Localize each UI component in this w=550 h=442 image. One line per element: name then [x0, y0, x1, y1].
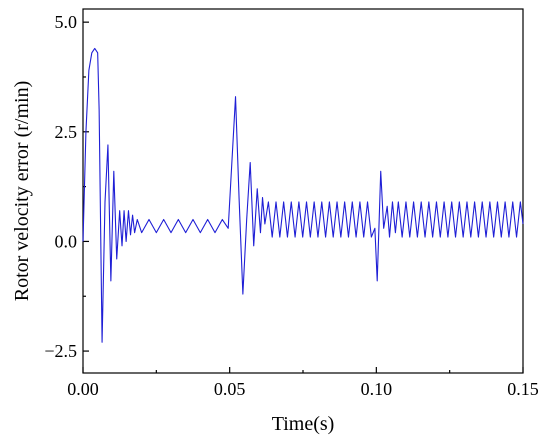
y-tick-label: −2.5: [44, 341, 77, 361]
tick-labels: 0.00 0.05 0.10 0.15 −2.5 0.0 2.5 5.0: [44, 12, 538, 399]
y-tick-label: 0.0: [55, 231, 78, 251]
tick-marks: [82, 21, 524, 373]
x-tick-label: 0.05: [214, 379, 246, 399]
y-axis-title: Rotor velocity error (r/min): [11, 81, 33, 302]
x-tick-label: 0.10: [361, 379, 393, 399]
series-line: [82, 47, 524, 343]
x-axis-title: Time(s): [272, 413, 335, 435]
y-tick-label: 5.0: [55, 12, 78, 32]
x-tick-label: 0.15: [507, 379, 539, 399]
plot-frame: [82, 8, 524, 374]
y-tick-label: 2.5: [55, 122, 78, 142]
x-tick-label: 0.00: [67, 379, 99, 399]
